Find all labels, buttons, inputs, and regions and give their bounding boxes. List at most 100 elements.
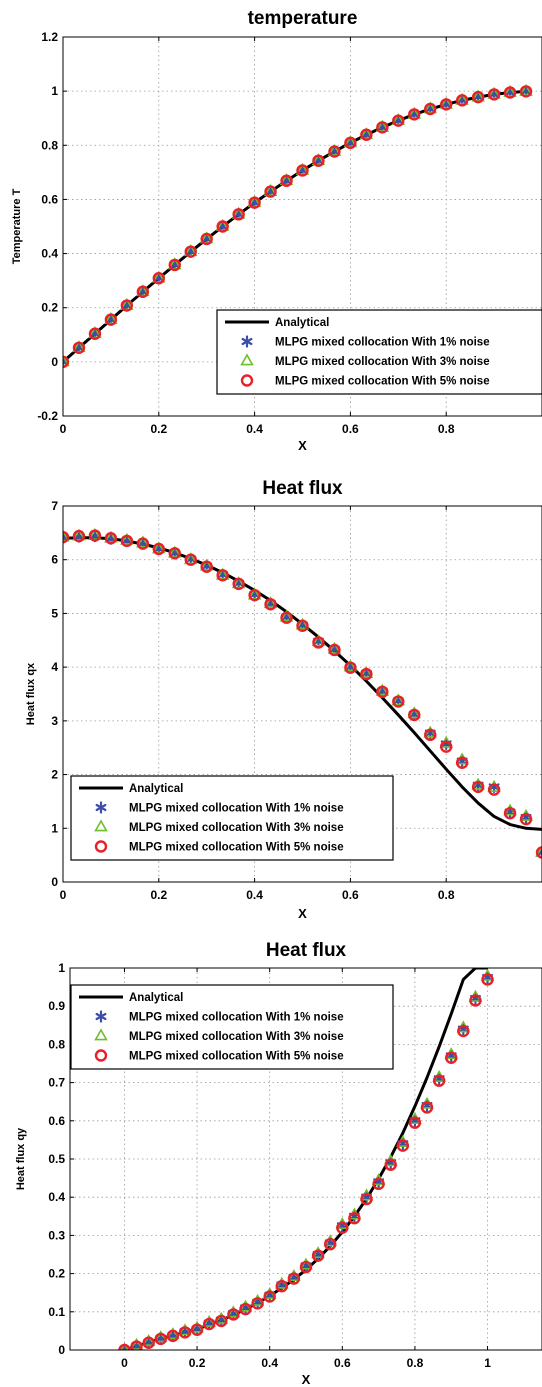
data-point [519,812,533,826]
data-point [178,1326,192,1339]
legend-entry: MLPG mixed collocation With 5% noise [275,376,490,388]
y-tick-label: 1 [58,961,65,975]
x-tick-label: 0.8 [438,888,455,902]
data-point [408,708,421,722]
x-tick-label: 0.4 [261,1356,278,1370]
data-point [154,1330,168,1343]
legend-marker [241,335,253,348]
data-point [471,90,485,104]
legend-entry: MLPG mixed collocation With 5% noise [129,1051,344,1063]
data-point [375,683,390,696]
data-point [327,641,342,654]
data-point [471,777,485,790]
data-point [279,173,294,186]
data-point [312,154,325,167]
y-tick-label: 1 [51,821,58,835]
heat-flux-qy-chart: 0 0.2 0.4 0.6 0.8 1 0 0.1 0.2 0.3 0.4 0.5 0.6 0.7 0.8 0… [15,940,542,1387]
data-point [360,667,373,681]
data-point [142,1336,155,1349]
data-point [184,553,197,566]
plot-frame [62,505,542,883]
y-tick-label: 0.6 [41,192,58,206]
data-point [72,341,86,354]
chart-title: temperature [248,8,358,29]
data-point [503,84,517,97]
y-tick-label: 6 [51,553,58,567]
data-point [287,1272,301,1285]
y-tick-label: 7 [51,499,58,513]
data-point [328,145,341,158]
data-point [168,547,181,560]
y-tick-label: 0.5 [48,1152,65,1166]
series-group [118,968,495,1350]
data-point [440,98,453,111]
data-point [455,94,469,107]
data-point [184,245,197,258]
legend-entry: MLPG mixed collocation With 3% noise [129,822,344,834]
data-point [88,326,102,339]
legend-entry: MLPG mixed collocation With 5% noise [129,842,344,854]
data-point [420,1101,434,1114]
data-point [63,355,70,369]
data-point [327,143,342,156]
data-point [481,973,494,986]
y-tick-label: -0.2 [37,409,58,423]
x-tick-label: 0.2 [150,422,167,436]
data-point [152,541,166,554]
legend-marker [94,819,108,832]
series-2 [63,527,542,857]
legend-entry: MLPG mixed collocation With 3% noise [129,1031,344,1043]
data-point [535,846,542,859]
data-point [231,206,246,219]
data-point [445,1051,458,1064]
data-point [263,183,278,196]
data-point [280,174,293,187]
y-tick-label: 0.4 [48,1190,65,1204]
data-point [391,693,406,706]
data-point [178,1323,192,1336]
y-tick-label: 0.8 [48,1037,65,1051]
legend: Analytical MLPG mixed collocation With 1%… [70,984,394,1070]
data-point [214,1311,229,1324]
y-tick-label: 0.2 [48,1267,65,1281]
legend-entry: MLPG mixed collocation With 1% noise [129,1012,344,1024]
data-point [199,558,214,571]
data-point [396,1139,410,1152]
data-point [328,643,341,657]
data-point [519,83,533,96]
x-axis-label: X [298,438,307,453]
data-point [344,661,357,674]
data-point [63,354,70,367]
data-point [183,244,198,257]
data-point [312,636,325,649]
x-tick-label: 0.6 [334,1356,351,1370]
data-point [440,740,453,753]
data-point [248,588,261,602]
data-point [264,598,277,611]
data-point [392,114,405,127]
legend-marker [95,1010,107,1023]
data-point [407,106,422,119]
data-point [202,1317,216,1331]
data-point [408,108,421,121]
data-point [360,1192,373,1206]
legend-entry: MLPG mixed collocation With 1% noise [129,803,344,815]
series-2 [63,83,533,367]
data-point [295,617,310,630]
data-point [136,537,150,550]
data-point [263,1290,276,1303]
data-point [168,258,181,272]
legend-entry: MLPG mixed collocation With 1% noise [275,337,490,349]
data-point [471,89,485,102]
data-point [487,86,501,99]
y-axis-label: Temperature T [11,188,23,264]
series-group [63,83,533,369]
y-axis-label: Heat flux qx [25,662,37,725]
y-tick-label: 0.6 [48,1114,65,1128]
data-point [457,1024,470,1038]
data-point [423,725,438,738]
y-tick-label: 0 [51,355,58,369]
data-point [344,136,357,150]
data-point [231,576,246,589]
